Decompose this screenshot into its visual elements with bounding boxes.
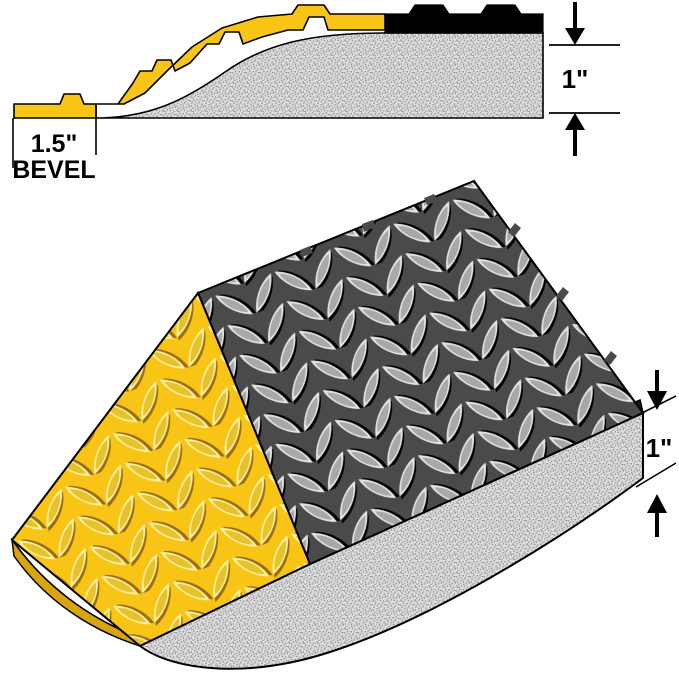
bevel-dimension-group: 1.5" BEVEL [12,104,97,184]
cross-section-foam-base [94,32,544,119]
arrow-up-icon [565,113,585,156]
arrow-down-icon [565,2,585,45]
cross-section-black-layer [384,4,544,34]
arrow-up-icon-perspective [647,494,667,537]
arrow-down-icon-perspective [647,370,667,410]
bevel-name-label: BEVEL [12,156,95,184]
section-thickness-dimension-group: 1" [549,2,620,156]
cross-section-view: 1.5" BEVEL 1" [12,2,620,184]
perspective-yellow-surface-outline [10,290,312,648]
section-thickness-label: 1" [562,64,589,94]
bevel-width-label: 1.5" [31,130,78,158]
tread-silhouette-accents [300,194,617,365]
cross-section-yellow-bevel [13,4,386,119]
perspective-thickness-dimension-group: 1" [635,370,677,537]
perspective-extension-line-bottom [635,462,677,488]
perspective-thickness-label: 1" [646,433,673,463]
